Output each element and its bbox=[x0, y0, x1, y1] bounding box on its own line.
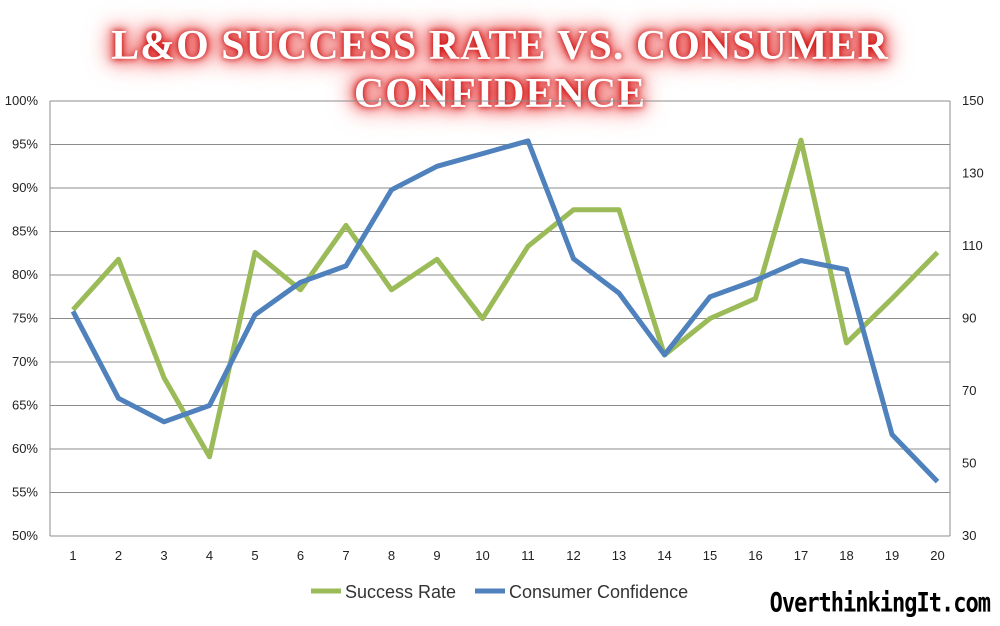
legend-label-success-rate: Success Rate bbox=[345, 582, 456, 602]
x-tick-label: 16 bbox=[748, 548, 762, 563]
x-tick-label: 1 bbox=[69, 548, 76, 563]
x-tick-label: 3 bbox=[160, 548, 167, 563]
x-tick-label: 15 bbox=[703, 548, 717, 563]
y-left-tick-label: 85% bbox=[12, 224, 38, 239]
legend-label-consumer-confidence: Consumer Confidence bbox=[509, 582, 688, 602]
y-left-tick-label: 75% bbox=[12, 311, 38, 326]
x-tick-label: 12 bbox=[566, 548, 580, 563]
x-tick-label: 4 bbox=[206, 548, 213, 563]
x-tick-label: 14 bbox=[657, 548, 671, 563]
x-tick-label: 18 bbox=[839, 548, 853, 563]
series-lines bbox=[70, 137, 940, 484]
y-left-tick-label: 60% bbox=[12, 441, 38, 456]
x-tick-label: 2 bbox=[115, 548, 122, 563]
y-right-tick-label: 70 bbox=[962, 383, 976, 398]
y-left-tick-label: 55% bbox=[12, 485, 38, 500]
x-tick-label: 13 bbox=[612, 548, 626, 563]
y-right-tick-label: 30 bbox=[962, 528, 976, 543]
y-right-tick-label: 150 bbox=[962, 93, 984, 108]
x-tick-label: 7 bbox=[342, 548, 349, 563]
y-left-tick-label: 80% bbox=[12, 267, 38, 282]
legend: Success Rate Consumer Confidence bbox=[311, 582, 688, 602]
watermark-text: OverthinkingIt.com bbox=[769, 588, 991, 619]
y-left-tick-label: 100% bbox=[5, 93, 39, 108]
x-tick-label: 17 bbox=[794, 548, 808, 563]
x-tick-label: 5 bbox=[251, 548, 258, 563]
x-tick-label: 6 bbox=[297, 548, 304, 563]
y-left-tick-label: 70% bbox=[12, 354, 38, 369]
y-left-tick-label: 65% bbox=[12, 398, 38, 413]
y-right-tick-label: 90 bbox=[962, 311, 976, 326]
y-left-tick-label: 95% bbox=[12, 137, 38, 152]
y-left-tick-label: 90% bbox=[12, 180, 38, 195]
x-tick-label: 9 bbox=[433, 548, 440, 563]
x-tick-label: 11 bbox=[521, 548, 535, 563]
series-line-success-rate bbox=[71, 137, 940, 460]
x-tick-label: 19 bbox=[885, 548, 899, 563]
y-right-tick-label: 130 bbox=[962, 166, 984, 181]
x-tick-label: 10 bbox=[475, 548, 489, 563]
y-left-tick-label: 50% bbox=[12, 528, 38, 543]
y-right-tick-label: 110 bbox=[962, 238, 983, 253]
y-right-tick-label: 50 bbox=[962, 456, 976, 471]
x-tick-label: 20 bbox=[930, 548, 944, 563]
x-tick-label: 8 bbox=[388, 548, 395, 563]
axes: 50% 55% 60% 65% 70% 75% 80% 85% 90% 95% 100% 30 50 70… bbox=[5, 93, 984, 563]
series-line-consumer-confidence bbox=[70, 138, 940, 484]
gridlines bbox=[50, 100, 950, 537]
chart-title: L&O SUCCESS RATE VS. CONSUMER CONFIDENCE bbox=[111, 23, 889, 117]
